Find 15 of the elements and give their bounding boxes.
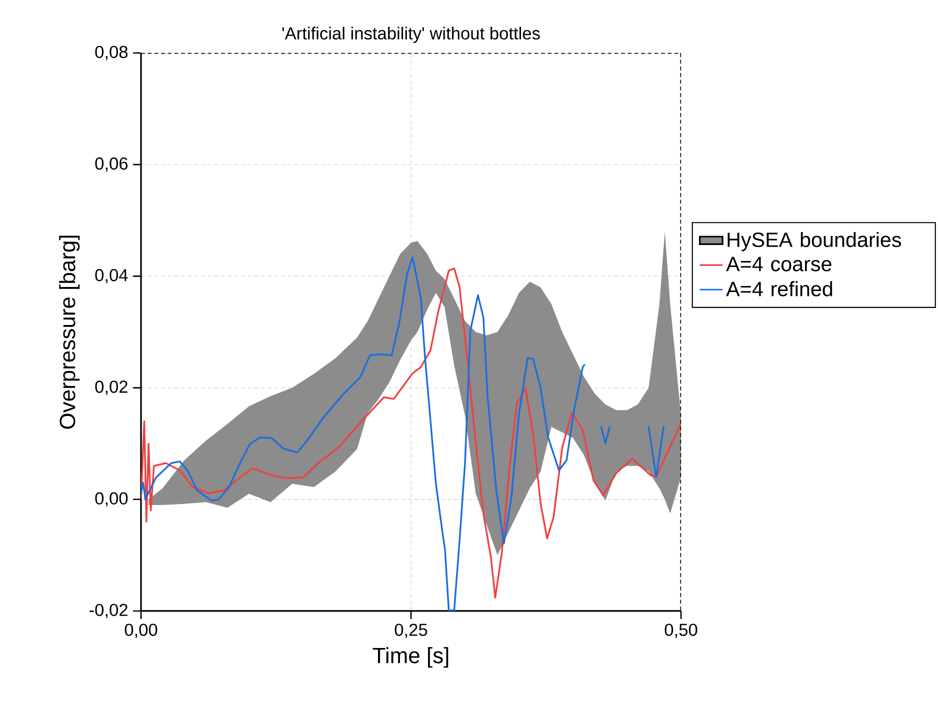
y-tick-label: 0,08	[95, 46, 128, 60]
x-tick-label: 0,00	[124, 624, 158, 638]
legend-label: A=4 refined	[726, 281, 832, 296]
legend-label: HySEA boundaries	[728, 232, 902, 252]
y-tick-label: 0,02	[95, 380, 128, 395]
x-axis-title: Time [s]	[372, 647, 448, 668]
x-tick-label: 0,50	[664, 624, 698, 638]
y-axis-title: Overpressure [barg]	[59, 236, 80, 429]
y-tick-label: 0,06	[95, 157, 128, 172]
x-tick-label: 0,25	[394, 624, 428, 638]
y-tick-label: 0,04	[95, 269, 128, 284]
y-tick-label: 0,00	[95, 492, 128, 507]
y-tick-label: -0,02	[90, 604, 128, 618]
legend-label: A=4 coarse	[726, 256, 832, 272]
chart-title: 'Artificial instability' without bottles	[282, 26, 540, 43]
